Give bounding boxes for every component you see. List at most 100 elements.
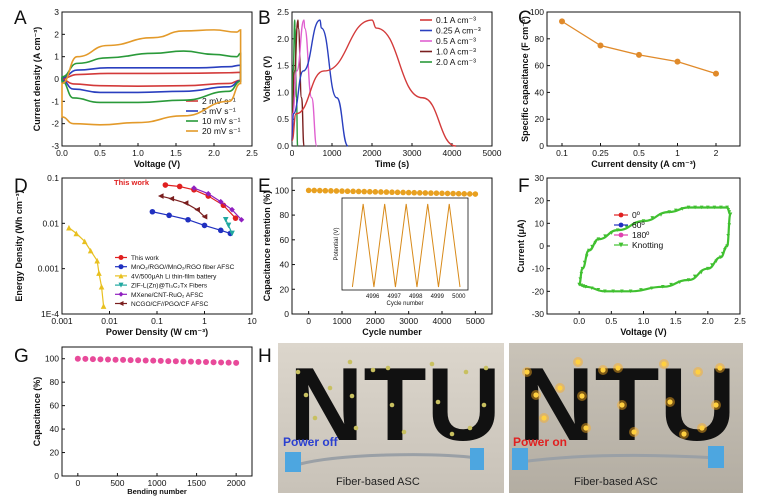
panel-c-x-tick-label: 2 bbox=[714, 148, 719, 158]
photo-right-led bbox=[713, 402, 719, 408]
photo-right-status: Power on bbox=[513, 435, 567, 449]
panel-f-data-point bbox=[615, 228, 620, 232]
photo-left-led bbox=[349, 393, 355, 399]
panel-e-plot-frame bbox=[291, 177, 493, 315]
panel-g-data-point bbox=[157, 357, 164, 364]
panel-g-x-tick-label: 0 bbox=[75, 478, 80, 488]
panel-e-data-point bbox=[472, 191, 479, 197]
panel-c-data-point bbox=[674, 58, 681, 65]
panel-a-x-axis-label: Voltage (V) bbox=[134, 159, 180, 169]
panel-a-legend-label: 10 mV s⁻¹ bbox=[202, 116, 241, 126]
panel-g-data-point bbox=[150, 357, 157, 364]
panel-f-x-tick-label: 2.5 bbox=[734, 316, 746, 326]
panel-a-x-tick-label: 1.0 bbox=[132, 148, 144, 158]
panel-d-data-point bbox=[157, 193, 164, 199]
panel-g-y-tick-label: 80 bbox=[50, 377, 60, 387]
panel-d-data-point bbox=[194, 206, 200, 213]
photo-panel-h: NTU NTU Power off Power on Fiber-based A… bbox=[278, 343, 743, 493]
panel-d-x-tick-label: 0.001 bbox=[51, 316, 73, 326]
panel-f-y-tick-label: -10 bbox=[532, 264, 545, 274]
panel-f-data-point bbox=[650, 286, 654, 291]
panel-e-data-point bbox=[400, 189, 406, 196]
panel-g-data-point bbox=[203, 359, 210, 366]
panel-g-data-point bbox=[74, 355, 81, 362]
panel-f-data-point bbox=[673, 208, 678, 213]
panel-e-inset-x-tick-label: 4996 bbox=[366, 294, 380, 300]
panel-f-data-point bbox=[728, 212, 733, 217]
panel-f-data-point bbox=[718, 255, 723, 260]
panel-e-data-point bbox=[311, 187, 318, 194]
panel-b-legend-label: 0.25 A cm⁻³ bbox=[436, 26, 481, 36]
photo-right-led bbox=[533, 392, 539, 398]
panel-f-data-point bbox=[641, 219, 646, 223]
panel-d-x-axis-label: Power Density (W cm⁻³) bbox=[106, 327, 208, 337]
panel-b-x-tick-label: 0 bbox=[290, 148, 295, 158]
panel-f-data-point bbox=[590, 244, 594, 249]
panel-f-data-point bbox=[699, 205, 704, 210]
photo-right-caption: Fiber-based ASC bbox=[574, 476, 658, 488]
panel-d-y-tick-label: 1E-4 bbox=[41, 309, 59, 319]
panel-d-data-point bbox=[191, 185, 197, 191]
panel-d-y-tick-label: 0.01 bbox=[42, 218, 59, 228]
panel-g-data-point bbox=[89, 356, 96, 363]
panel-b-legend-label: 1.0 A cm⁻³ bbox=[436, 47, 476, 57]
chart-panel-b: 0 1000 2000 3000 4000 5000 0.0 0.5 1.0 1.5 2.0 2.5 T… bbox=[262, 7, 502, 169]
panel-e-y-tick-label: 40 bbox=[280, 260, 290, 270]
panel-a-legend-label: 5 mV s⁻¹ bbox=[202, 106, 236, 116]
panel-f-data-point bbox=[712, 205, 717, 210]
photo-left-led bbox=[449, 431, 455, 437]
panel-a-y-tick-label: 1 bbox=[54, 52, 59, 62]
panel-f-data-point bbox=[620, 289, 624, 294]
panel-g-data-point bbox=[187, 358, 194, 365]
photo-left-led bbox=[467, 425, 473, 431]
panel-e-data-point bbox=[355, 188, 362, 195]
chart-panel-g: 0 500 1000 1500 2000 0 20 40 60 80 100 Bending numb… bbox=[32, 346, 253, 496]
panel-g-data-point bbox=[225, 359, 232, 366]
photo-right-led bbox=[717, 365, 723, 371]
panel-b-y-tick-label: 0.0 bbox=[277, 141, 289, 151]
panel-g-y-tick-label: 0 bbox=[54, 471, 59, 481]
panel-e-inset-x-tick-label: 4999 bbox=[431, 294, 445, 300]
panel-b-gcd-curve-0 bbox=[291, 19, 457, 147]
panel-e-x-axis-label: Cycle number bbox=[362, 327, 422, 337]
panel-label-h: H bbox=[258, 346, 272, 367]
photo-right-led bbox=[695, 369, 701, 375]
panel-c-x-tick-label: 0.25 bbox=[592, 148, 609, 158]
panel-e-y-tick-label: 100 bbox=[275, 185, 289, 195]
panel-d-y-tick-label: 0.001 bbox=[38, 264, 60, 274]
panel-d-data-point bbox=[98, 283, 105, 290]
panel-e-inset-x-axis-label: Cycle number bbox=[386, 301, 423, 307]
photo-right-clip-b bbox=[708, 446, 724, 468]
panel-f-data-point bbox=[725, 205, 729, 210]
panel-d-data-point bbox=[96, 270, 102, 276]
photo-right-led bbox=[524, 369, 530, 375]
panel-d-data-point bbox=[232, 215, 239, 221]
panel-label-b: B bbox=[258, 8, 271, 29]
panel-f-data-point bbox=[667, 210, 672, 214]
panel-e-data-point bbox=[411, 189, 418, 196]
photo-right-led bbox=[667, 399, 673, 405]
panel-g-x-tick-label: 1000 bbox=[148, 478, 167, 488]
photo-left-fiber bbox=[299, 453, 479, 466]
panel-e-data-point bbox=[466, 191, 473, 197]
panel-g-y-tick-label: 60 bbox=[50, 401, 60, 411]
panel-f-data-point bbox=[677, 280, 682, 285]
panel-f-x-tick-label: 1.0 bbox=[638, 316, 650, 326]
panel-f-x-tick-label: 0.5 bbox=[605, 316, 617, 326]
panel-a-cv-curve-0 bbox=[61, 71, 242, 87]
panel-g-x-axis-label: Bending number bbox=[127, 487, 187, 496]
panel-g-x-tick-label: 500 bbox=[110, 478, 124, 488]
panel-e-y-tick-label: 60 bbox=[280, 235, 290, 245]
panel-label-g: G bbox=[14, 346, 29, 367]
panel-g-data-point bbox=[142, 357, 149, 364]
panel-e-data-point bbox=[433, 190, 440, 197]
photo-right-led bbox=[583, 425, 589, 431]
panel-e-data-point bbox=[328, 188, 334, 194]
panel-f-y-tick-label: -30 bbox=[532, 309, 545, 319]
panel-d-data-point bbox=[73, 230, 80, 237]
panel-d-data-point bbox=[176, 183, 183, 190]
panel-g-data-point bbox=[165, 358, 172, 365]
panel-e-data-point bbox=[339, 188, 345, 194]
panel-f-data-point bbox=[659, 213, 663, 217]
